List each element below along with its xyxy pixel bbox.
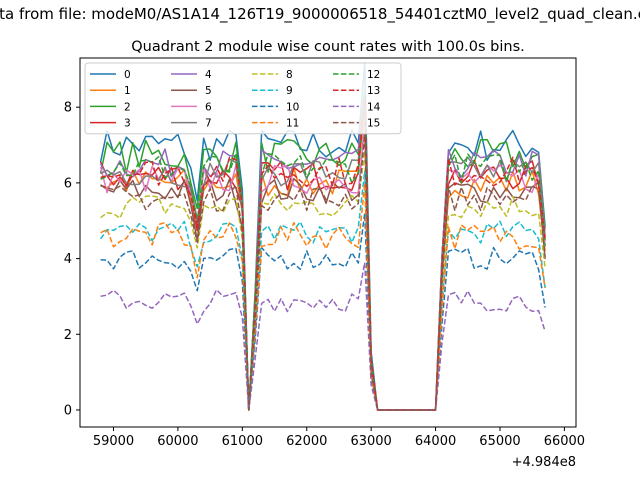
series-line-2 xyxy=(99,89,546,411)
y-tick-label: 4 xyxy=(64,252,72,267)
legend-label-7: 7 xyxy=(205,118,212,130)
series-line-5 xyxy=(100,122,546,411)
x-tick-label: 63000 xyxy=(350,434,391,449)
legend-label-12: 12 xyxy=(367,69,380,81)
series-line-13 xyxy=(100,98,546,411)
legend-label-4: 4 xyxy=(205,69,212,81)
series-line-6 xyxy=(99,126,546,411)
x-offset-label: +4.984e8 xyxy=(512,455,576,470)
x-tick-label: 64000 xyxy=(415,434,456,449)
plot-frame xyxy=(79,57,577,428)
legend-label-8: 8 xyxy=(286,69,293,81)
plot-lines xyxy=(99,62,546,411)
series-line-11 xyxy=(100,182,546,411)
series-line-10 xyxy=(100,212,546,411)
series-line-14 xyxy=(100,261,546,411)
legend-label-0: 0 xyxy=(124,69,131,81)
series-line-9 xyxy=(99,170,546,411)
chart-title: Quadrant 2 module wise count rates with … xyxy=(131,39,525,55)
series-line-3 xyxy=(99,95,546,411)
legend-label-9: 9 xyxy=(286,85,293,97)
legend-label-11: 11 xyxy=(286,118,299,130)
series-line-4 xyxy=(99,96,546,411)
x-tick-label: 65000 xyxy=(479,434,520,449)
x-tick-label: 66000 xyxy=(544,434,585,449)
legend-label-13: 13 xyxy=(367,85,380,97)
y-tick-label: 0 xyxy=(64,403,72,418)
x-tick-label: 59000 xyxy=(93,434,134,449)
y-tick-label: 6 xyxy=(64,176,72,191)
legend-label-15: 15 xyxy=(367,118,380,130)
legend-label-3: 3 xyxy=(124,118,131,130)
series-line-8 xyxy=(100,150,546,411)
legend-label-2: 2 xyxy=(124,101,131,113)
legend-box xyxy=(84,62,402,135)
series-line-0 xyxy=(99,62,546,411)
x-tick-label: 62000 xyxy=(286,434,327,449)
legend-label-14: 14 xyxy=(367,101,381,113)
legend-label-5: 5 xyxy=(205,85,212,97)
y-tick-label: 8 xyxy=(64,101,72,116)
y-tick-label: 2 xyxy=(64,328,72,343)
axes: 59000 60000 61000 62000 63000 64000 65000 66000… xyxy=(64,57,585,449)
series-line-7 xyxy=(100,98,546,411)
legend-label-6: 6 xyxy=(205,101,212,113)
x-tick-label: 61000 xyxy=(222,434,263,449)
chart-suptitle: Data from file: modeM0/AS1A14_126T19_900… xyxy=(0,5,640,24)
legend-label-10: 10 xyxy=(286,101,299,113)
legend-label-1: 1 xyxy=(124,85,131,97)
x-tick-label: 60000 xyxy=(157,434,198,449)
